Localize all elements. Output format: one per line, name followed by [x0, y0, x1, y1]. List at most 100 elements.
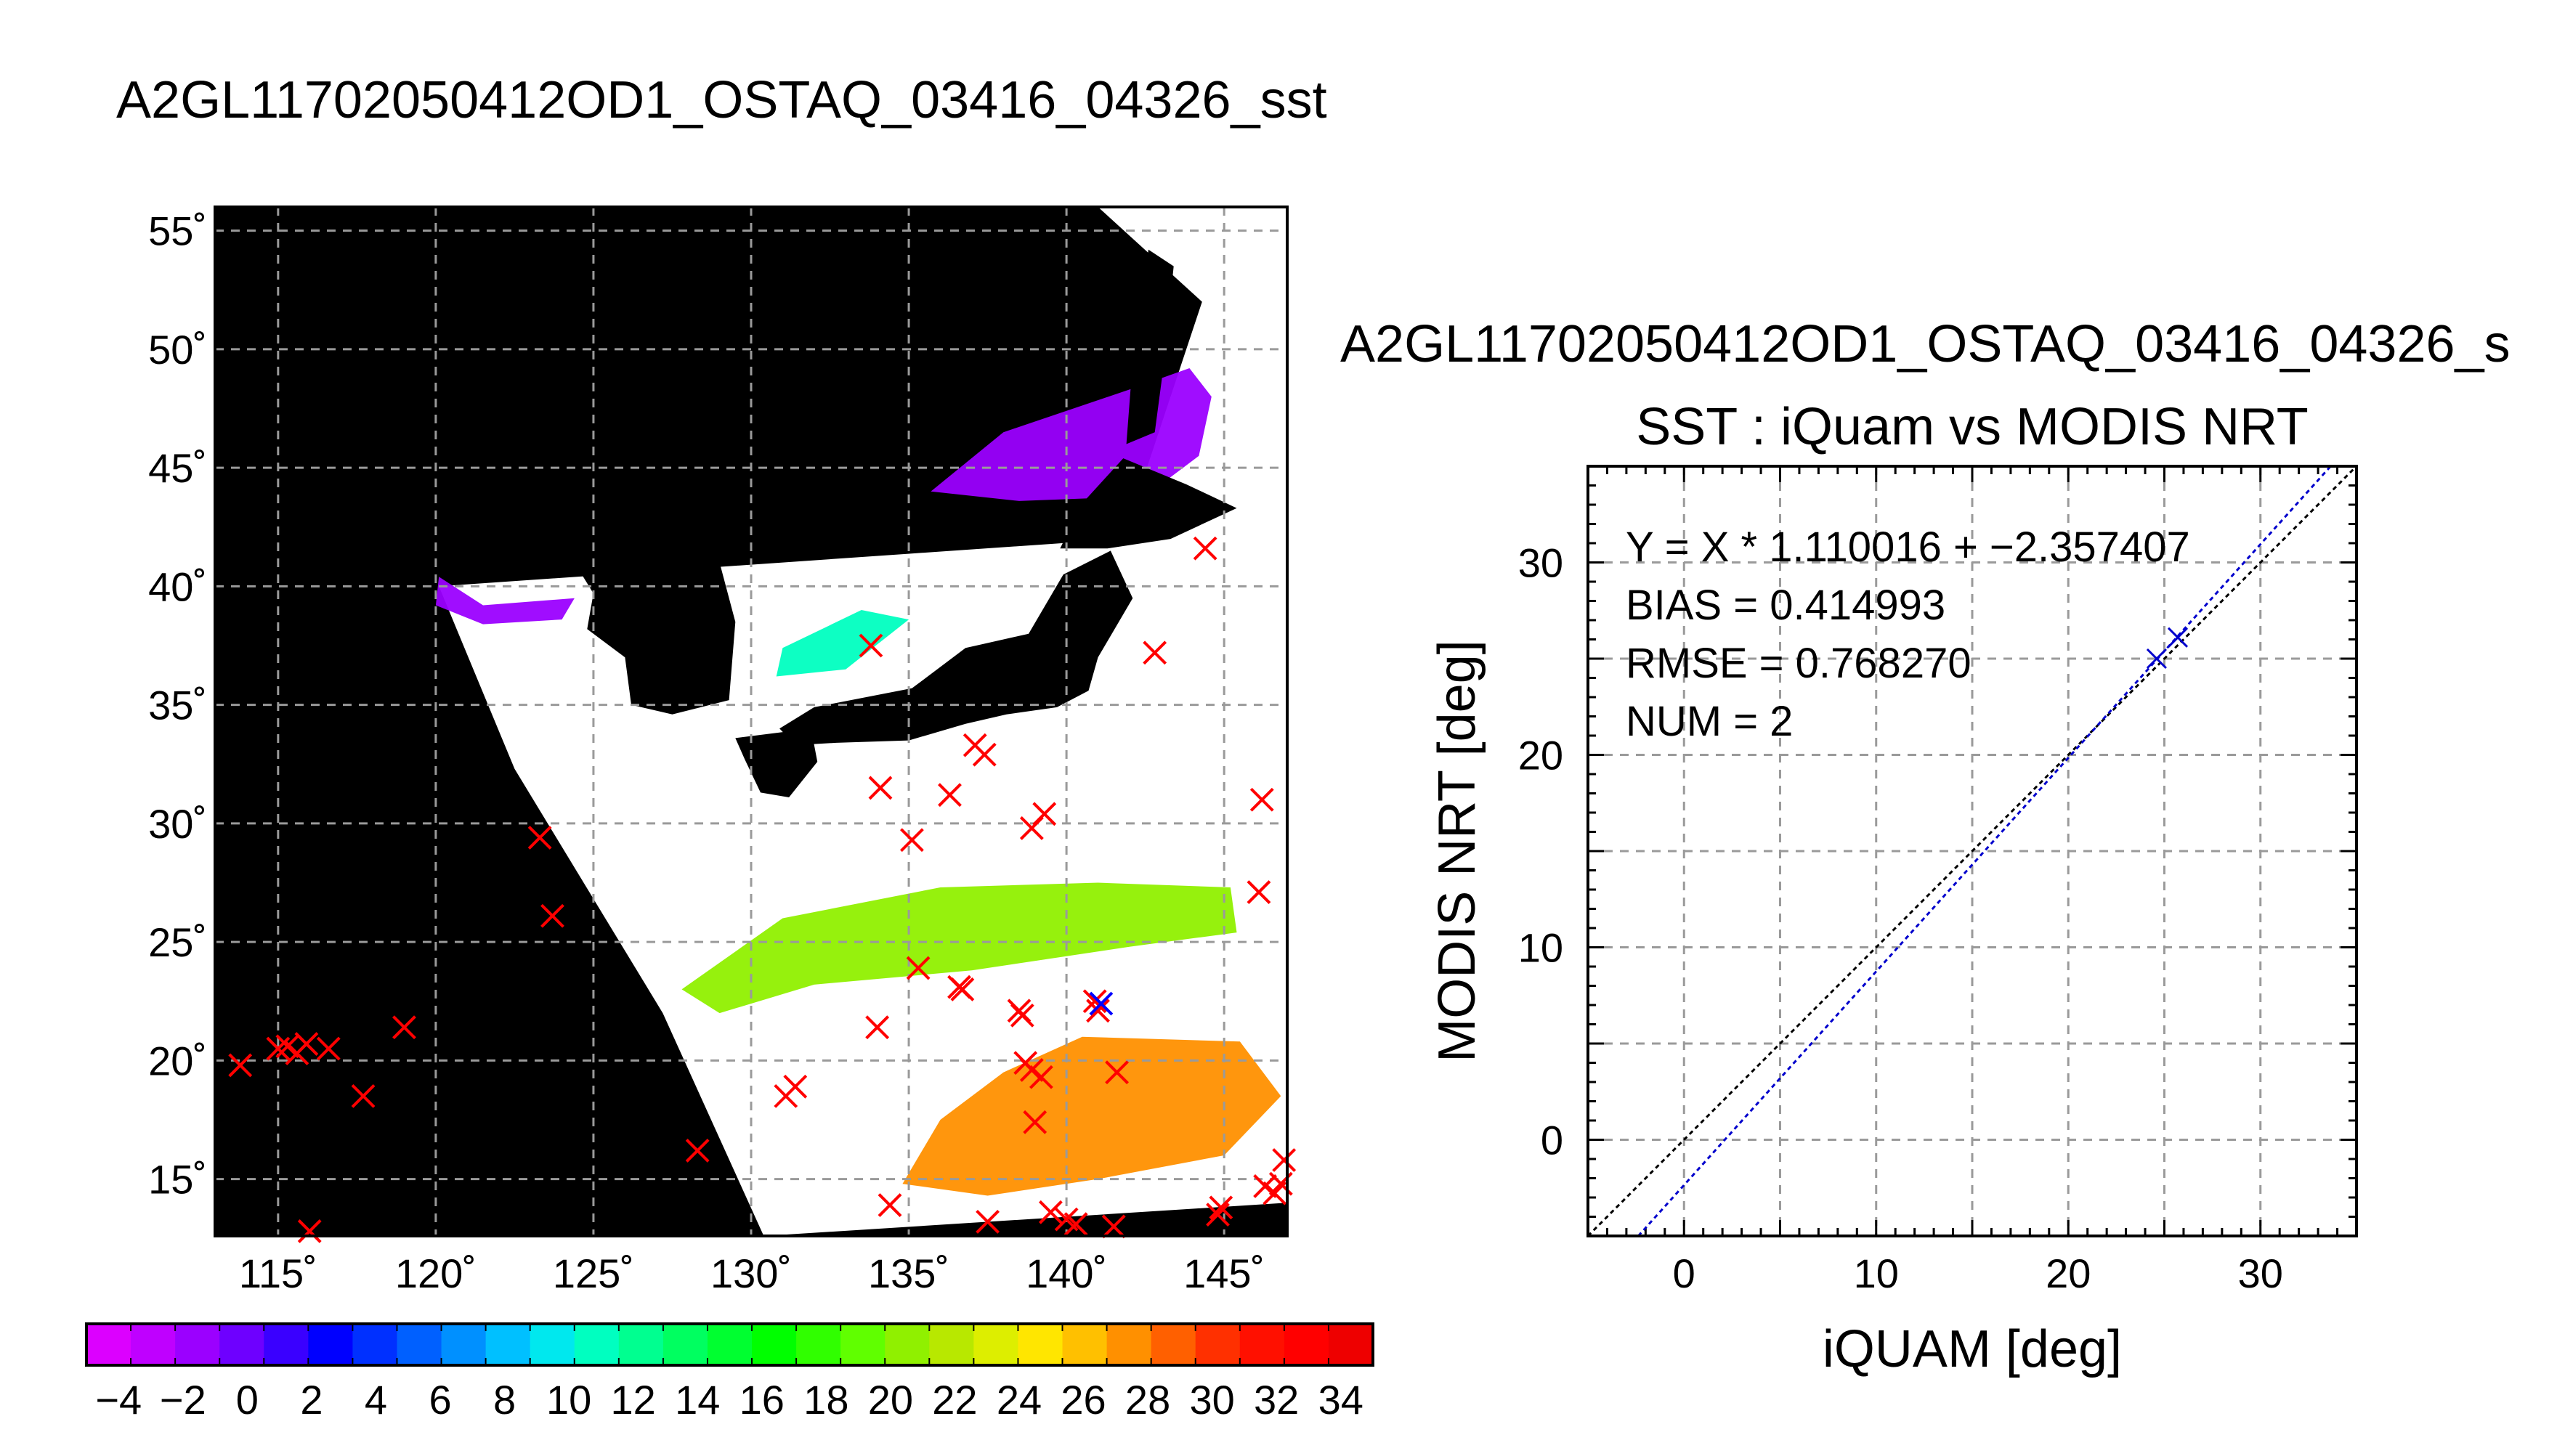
buoy-marker-red — [1023, 1110, 1047, 1134]
buoy-marker-red — [1206, 1203, 1230, 1227]
buoy-marker-red — [316, 1036, 341, 1061]
buoy-marker-red — [972, 742, 997, 767]
colorbar-segment — [1062, 1324, 1108, 1365]
buoy-marker-red — [950, 977, 975, 1001]
scatter-stats-line: RMSE = 0.768270 — [1626, 640, 1971, 687]
colorbar-tick-label: −4 — [95, 1377, 142, 1423]
colorbar-segment — [1284, 1324, 1329, 1365]
buoy-marker-red — [1209, 1195, 1233, 1220]
buoy-marker-red — [297, 1219, 322, 1243]
buoy-marker-red — [392, 1015, 416, 1040]
scatter-y-tick-label: 30 — [1518, 540, 1563, 586]
scatter-stats-line: BIAS = 0.414993 — [1626, 582, 1945, 629]
buoy-marker-red — [1054, 1207, 1079, 1232]
sst-region-subtropical-south — [902, 1036, 1281, 1196]
sst-region-kuroshio-band — [681, 882, 1237, 1014]
map-lat-tick-label: 40˚ — [148, 564, 207, 609]
buoy-marker-red — [859, 633, 883, 658]
buoy-marker-red — [1032, 802, 1057, 826]
buoy-marker-red — [1038, 1200, 1063, 1224]
buoy-marker-red — [1010, 1003, 1034, 1028]
land-kyushu — [735, 728, 818, 797]
colorbar-segment — [441, 1324, 487, 1365]
buoy-marker-red — [1272, 1148, 1297, 1172]
colorbar-segment — [485, 1324, 531, 1365]
buoy-marker-red — [1029, 1065, 1053, 1089]
scatter-y-axis-label: MODIS NRT [deg] — [1428, 640, 1486, 1062]
colorbar-segment — [397, 1324, 442, 1365]
sst-map-panel: 115˚ 120˚ 125˚ 130˚ 135˚ 140˚ 145˚ 15˚ 20˚ 25˚ 30˚… — [148, 206, 1297, 1296]
sst-colorbar: −4 −2 0 2 4 6 8 10 12 14 16 18 20 22 24 26 28 30 32 34 — [85, 1322, 1374, 1423]
buoy-marker-red — [906, 956, 931, 980]
map-lat-tick-label: 30˚ — [148, 801, 207, 847]
colorbar-tick-label: −2 — [160, 1377, 206, 1423]
scatter-title: SST : iQuam vs MODIS NRT — [1636, 398, 2309, 456]
map-lon-tick-label: 115˚ — [239, 1250, 317, 1296]
land-sakhalin — [1126, 249, 1174, 444]
colorbar-segment — [1195, 1324, 1241, 1365]
sst-region-sea-of-japan — [776, 610, 909, 677]
buoy-marker-red — [1253, 1174, 1278, 1198]
map-frame — [214, 206, 1289, 1237]
identity-line — [1586, 465, 2358, 1237]
scatter-plot-panel: SST : iQuam vs MODIS NRT Y = X * 1.110016… — [1428, 398, 2358, 1378]
map-lat-tick-label: 25˚ — [148, 919, 207, 965]
colorbar-tick-label: 32 — [1254, 1377, 1299, 1423]
scatter-x-tick-label: 0 — [1673, 1250, 1695, 1296]
buoy-marker-red — [1193, 536, 1217, 561]
colorbar-segment — [86, 1324, 131, 1365]
scatter-y-tick-label: 10 — [1518, 925, 1563, 971]
scatter-granule-title: A2GL11702050412OD1_OSTAQ_03416_04326_s — [1340, 315, 2510, 373]
buoy-marker-red — [266, 1036, 291, 1061]
buoy-marker-red — [685, 1139, 710, 1163]
main-title: A2GL11702050412OD1_OSTAQ_03416_04326_sst — [116, 71, 1327, 129]
buoy-marker-red — [976, 1209, 1000, 1234]
buoy-marker-red — [527, 826, 552, 850]
colorbar-segment — [885, 1324, 930, 1365]
scatter-x-axis-label: iQUAM [deg] — [1823, 1320, 2122, 1378]
scatter-stats-line: NUM = 2 — [1626, 698, 1793, 745]
map-lat-tick-label: 45˚ — [148, 445, 207, 491]
colorbar-tick-label: 34 — [1318, 1377, 1363, 1423]
scatter-y-tick-label: 0 — [1541, 1118, 1563, 1163]
scatter-point — [2146, 648, 2167, 670]
colorbar-segment — [707, 1324, 753, 1365]
colorbar-segment — [131, 1324, 176, 1365]
colorbar-segment — [530, 1324, 575, 1365]
buoy-marker-red — [868, 776, 893, 800]
scatter-y-tick-label: 20 — [1518, 733, 1563, 778]
colorbar-segment — [796, 1324, 841, 1365]
scatter-x-tick-label: 10 — [1854, 1250, 1899, 1296]
colorbar-tick-label: 30 — [1189, 1377, 1234, 1423]
colorbar-tick-label: 24 — [997, 1377, 1042, 1423]
buoy-marker-red — [1101, 1214, 1126, 1239]
colorbar-tick-label: 26 — [1061, 1377, 1106, 1423]
buoy-marker-blue — [1089, 991, 1114, 1016]
scatter-x-tick-label: 30 — [2238, 1250, 2283, 1296]
map-lon-tick-label: 145˚ — [1183, 1250, 1265, 1296]
map-lat-tick-label: 15˚ — [148, 1157, 207, 1203]
buoy-marker-red — [540, 903, 564, 928]
scatter-x-tick-label: 20 — [2046, 1250, 2091, 1296]
map-lat-tick-label: 35˚ — [148, 683, 207, 728]
map-lat-tick-label: 50˚ — [148, 327, 207, 373]
buoy-marker-red — [938, 783, 962, 808]
colorbar-segment — [352, 1324, 398, 1365]
colorbar-tick-label: 14 — [675, 1377, 720, 1423]
colorbar-segment — [219, 1324, 264, 1365]
colorbar-segment — [175, 1324, 220, 1365]
buoy-marker-red — [1082, 989, 1107, 1014]
colorbar-segment — [1151, 1324, 1196, 1365]
colorbar-segment — [973, 1324, 1019, 1365]
buoy-marker-red — [865, 1015, 890, 1040]
sst-region-yellow-sea-north — [435, 577, 575, 625]
colorbar-segment — [840, 1324, 886, 1365]
colorbar-tick-label: 6 — [429, 1377, 451, 1423]
colorbar-tick-label: 22 — [932, 1377, 977, 1423]
buoy-marker-red — [1086, 999, 1110, 1023]
map-lon-tick-label: 125˚ — [553, 1250, 634, 1296]
colorbar-segment — [752, 1324, 797, 1365]
colorbar-segment — [308, 1324, 354, 1365]
